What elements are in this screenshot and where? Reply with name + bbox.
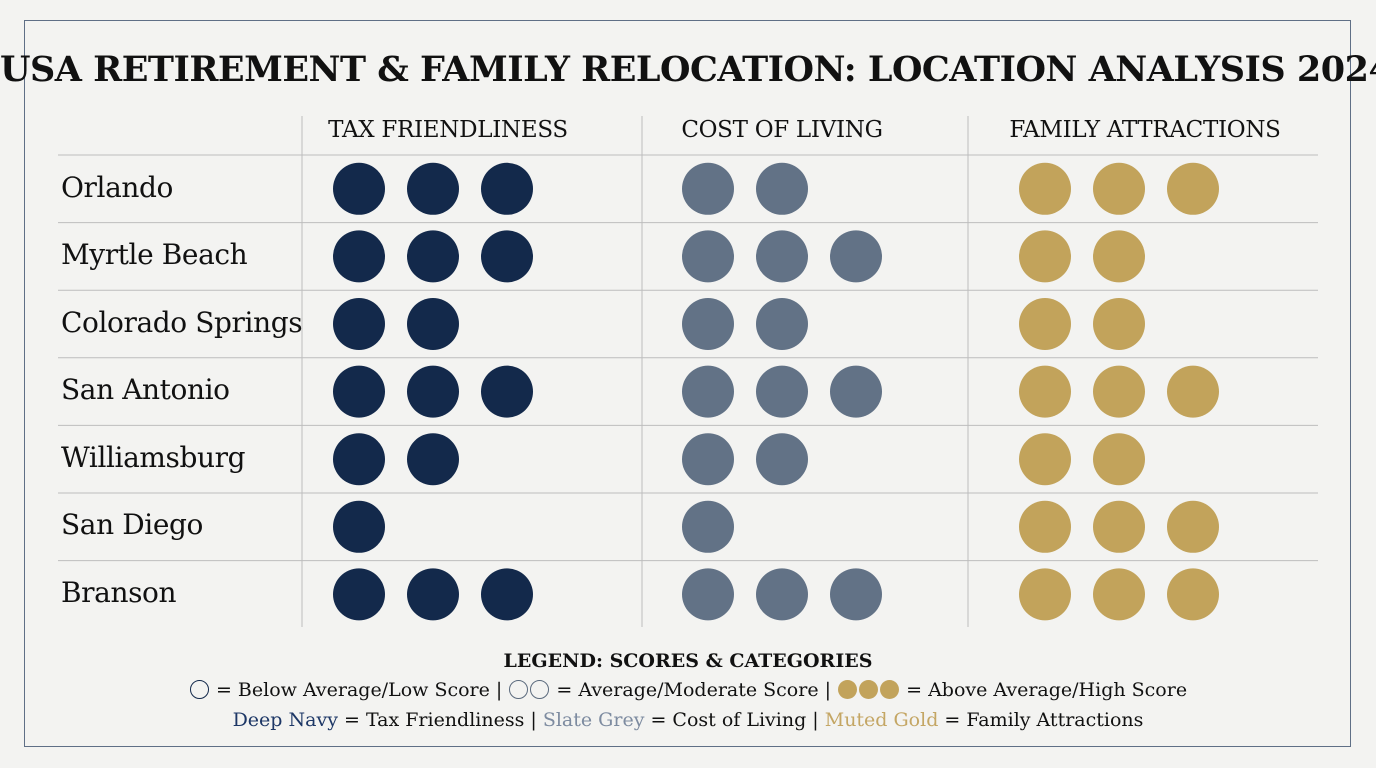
- legend-above-label: = Above Average/High Score: [906, 679, 1188, 701]
- legend-title: LEGEND: SCORES & CATEGORIES: [503, 650, 873, 672]
- row-label-williamsburg: Williamsburg: [61, 441, 246, 474]
- score-dot-family-williamsburg-1: [1019, 433, 1071, 486]
- row-label-san-diego: San Diego: [61, 508, 203, 541]
- legend-average-label: = Average/Moderate Score |: [556, 679, 832, 701]
- score-dot-cost-san-antonio-1: [682, 365, 734, 418]
- row-label-san-antonio: San Antonio: [61, 373, 230, 406]
- score-dot-family-branson-2: [1093, 568, 1145, 621]
- score-dot-cost-branson-3: [830, 568, 882, 621]
- score-dot-tax-san-antonio-1: [333, 365, 385, 418]
- score-dot-tax-colorado-springs-1: [333, 298, 385, 350]
- score-dot-tax-williamsburg-1: [333, 433, 385, 486]
- score-dot-family-orlando-3: [1167, 162, 1219, 215]
- score-dot-tax-orlando-3: [481, 162, 533, 215]
- score-dot-cost-myrtle-beach-2: [756, 230, 808, 283]
- score-dot-tax-myrtle-beach-1: [333, 230, 385, 283]
- score-dot-cost-williamsburg-1: [682, 433, 734, 486]
- legend-high-circle-icon-3: [880, 680, 900, 699]
- score-dot-family-san-antonio-3: [1167, 365, 1219, 418]
- score-dot-cost-orlando-1: [682, 162, 734, 215]
- score-dot-family-williamsburg-2: [1093, 433, 1145, 486]
- legend-family-desc: = Family Attractions: [944, 709, 1144, 731]
- score-dot-cost-myrtle-beach-3: [830, 230, 882, 283]
- legend-average-circle-icon-2: [530, 680, 550, 699]
- score-dot-cost-colorado-springs-1: [682, 298, 734, 350]
- score-dot-tax-colorado-springs-2: [407, 298, 459, 350]
- score-dot-cost-colorado-springs-2: [756, 298, 808, 350]
- score-dot-tax-branson-1: [333, 568, 385, 621]
- score-dot-family-colorado-springs-1: [1019, 298, 1071, 350]
- score-dot-cost-williamsburg-2: [756, 433, 808, 486]
- score-dot-tax-san-antonio-2: [407, 365, 459, 418]
- legend-below-label: = Below Average/Low Score |: [215, 679, 503, 701]
- score-dot-cost-san-antonio-2: [756, 365, 808, 418]
- score-dot-family-branson-3: [1167, 568, 1219, 621]
- row-label-orlando: Orlando: [61, 171, 174, 204]
- score-dot-tax-myrtle-beach-3: [481, 230, 533, 283]
- score-dot-tax-myrtle-beach-2: [407, 230, 459, 283]
- chart-title: USA RETIREMENT & FAMILY RELOCATION: LOCA…: [0, 49, 1376, 90]
- score-dot-family-san-diego-3: [1167, 500, 1219, 553]
- row-label-branson: Branson: [61, 576, 177, 609]
- score-dot-family-san-antonio-1: [1019, 365, 1071, 418]
- score-dot-family-myrtle-beach-2: [1093, 230, 1145, 283]
- score-dot-family-orlando-2: [1093, 162, 1145, 215]
- score-dot-family-colorado-springs-2: [1093, 298, 1145, 350]
- column-header-tax: TAX FRIENDLINESS: [328, 117, 568, 143]
- score-dot-tax-san-antonio-3: [481, 365, 533, 418]
- legend-cost-desc: = Cost of Living |: [650, 709, 819, 731]
- score-dot-cost-branson-1: [682, 568, 734, 621]
- legend-tax-desc: = Tax Friendliness |: [343, 709, 537, 731]
- score-dot-family-san-diego-1: [1019, 500, 1071, 553]
- score-dot-tax-branson-2: [407, 568, 459, 621]
- score-dot-tax-san-diego-1: [333, 500, 385, 553]
- score-dot-cost-orlando-2: [756, 162, 808, 215]
- score-dot-family-branson-1: [1019, 568, 1071, 621]
- legend-cost-color-name: Slate Grey: [542, 709, 645, 731]
- column-header-family: FAMILY ATTRACTIONS: [1009, 117, 1281, 143]
- score-dot-family-orlando-1: [1019, 162, 1071, 215]
- score-dot-tax-orlando-2: [407, 162, 459, 215]
- legend-high-circle-icon-2: [859, 680, 879, 699]
- legend-category-line: Deep Navy = Tax Friendliness | Slate Gre…: [0, 709, 1376, 731]
- score-dot-tax-branson-3: [481, 568, 533, 621]
- row-label-colorado-springs: Colorado Springs: [61, 306, 303, 339]
- legend-family-color-name: Muted Gold: [824, 709, 939, 731]
- score-dot-cost-san-antonio-3: [830, 365, 882, 418]
- column-header-cost: COST OF LIVING: [681, 117, 883, 143]
- legend-average-circle-icon-1: [509, 680, 529, 699]
- score-dot-tax-williamsburg-2: [407, 433, 459, 486]
- score-dot-family-san-diego-2: [1093, 500, 1145, 553]
- score-dot-cost-san-diego-1: [682, 500, 734, 553]
- score-dot-family-san-antonio-2: [1093, 365, 1145, 418]
- legend-low-circle-icon: [189, 680, 209, 699]
- row-label-myrtle-beach: Myrtle Beach: [61, 238, 248, 271]
- legend-high-circle-icon-1: [838, 680, 858, 699]
- score-dot-tax-orlando-1: [333, 162, 385, 215]
- legend-score-line: = Below Average/Low Score | = Average/Mo…: [0, 679, 1376, 701]
- score-dot-family-myrtle-beach-1: [1019, 230, 1071, 283]
- score-dot-cost-myrtle-beach-1: [682, 230, 734, 283]
- score-dot-cost-branson-2: [756, 568, 808, 621]
- legend-tax-color-name: Deep Navy: [232, 709, 338, 731]
